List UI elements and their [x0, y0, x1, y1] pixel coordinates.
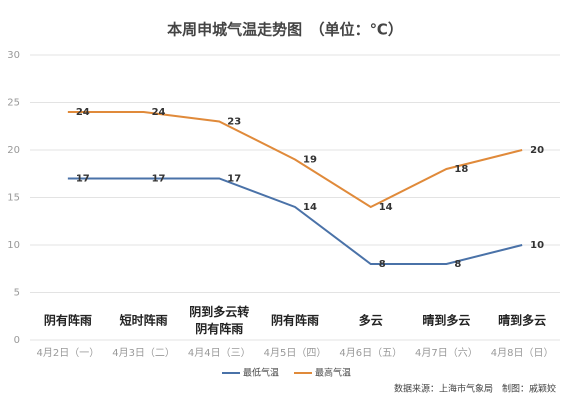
chart-title: 本周申城气温走势图 （单位：℃） [167, 21, 403, 39]
value-label: 23 [227, 117, 241, 128]
x-tick-label: 4月3日（二） [112, 347, 175, 359]
value-label: 17 [152, 174, 166, 185]
x-tick-label: 4月6日（五） [339, 347, 402, 359]
x-tick-label: 4月5日（四） [264, 347, 327, 359]
y-tick-label: 0 [14, 335, 20, 346]
weather-label: 短时阵雨 [120, 313, 168, 328]
x-tick-label: 4月8日（日） [491, 347, 554, 359]
weather-label: 阴到多云转 [189, 304, 249, 319]
source-note: 数据来源：上海市气象局 制图：戚颖姣 [394, 383, 556, 395]
value-label: 24 [152, 107, 166, 118]
y-tick-label: 5 [14, 288, 20, 299]
value-label: 8 [454, 259, 461, 270]
value-label: 17 [76, 174, 90, 185]
weather-label: 阴有阵雨 [271, 313, 319, 328]
y-tick-label: 30 [7, 50, 20, 61]
weather-label: 多云 [359, 313, 383, 328]
legend-label: 最高气温 [315, 367, 351, 379]
series-line [67, 177, 523, 265]
y-tick-label: 25 [7, 98, 20, 109]
weather-label: 阴有阵雨 [44, 313, 92, 328]
legend-label: 最低气温 [243, 367, 279, 379]
x-tick-label: 4月2日（一） [36, 347, 99, 359]
weather-label: 阴有阵雨 [195, 321, 243, 336]
value-label: 18 [454, 164, 468, 175]
x-tick-label: 4月4日（三） [188, 347, 251, 359]
value-label: 14 [379, 202, 393, 213]
value-label: 19 [303, 155, 317, 166]
value-label: 20 [530, 145, 544, 156]
x-tick-label: 4月7日（六） [415, 347, 478, 359]
series-line [67, 111, 523, 209]
value-label: 24 [76, 107, 90, 118]
value-label: 10 [530, 240, 544, 251]
y-tick-label: 20 [7, 145, 20, 156]
weather-label: 晴到多云 [422, 313, 470, 328]
weather-label: 晴到多云 [498, 313, 546, 328]
value-label: 8 [379, 259, 386, 270]
value-label: 14 [303, 202, 317, 213]
y-tick-label: 10 [7, 240, 20, 251]
y-tick-label: 15 [7, 193, 20, 204]
value-label: 17 [227, 174, 241, 185]
